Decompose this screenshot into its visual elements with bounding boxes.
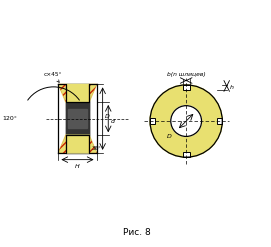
Text: b(n шлицев): b(n шлицев) xyxy=(167,72,205,77)
Text: $D$: $D$ xyxy=(104,112,111,120)
Bar xyxy=(217,118,222,124)
Bar xyxy=(183,152,190,157)
Bar xyxy=(183,85,190,90)
Polygon shape xyxy=(59,135,96,153)
Polygon shape xyxy=(59,84,66,102)
Text: Рис. 8: Рис. 8 xyxy=(123,228,151,237)
Bar xyxy=(66,102,89,135)
Bar xyxy=(150,118,155,124)
Text: c×45°: c×45° xyxy=(44,72,62,82)
Bar xyxy=(66,99,89,110)
Text: $h$: $h$ xyxy=(229,83,235,91)
Circle shape xyxy=(171,106,202,136)
Polygon shape xyxy=(89,84,96,102)
Polygon shape xyxy=(59,84,96,102)
Text: $H$: $H$ xyxy=(74,162,81,170)
Bar xyxy=(66,139,89,153)
Bar xyxy=(67,109,88,128)
Bar xyxy=(183,152,190,157)
Bar xyxy=(66,127,89,139)
Circle shape xyxy=(150,85,222,157)
Text: 30°: 30° xyxy=(91,146,101,151)
Text: $d$: $d$ xyxy=(110,117,116,125)
Bar xyxy=(66,84,89,99)
Bar xyxy=(150,118,155,124)
Text: 120°: 120° xyxy=(2,116,17,121)
Bar xyxy=(183,85,190,90)
Bar xyxy=(66,110,89,127)
Polygon shape xyxy=(89,135,96,153)
Text: $D$: $D$ xyxy=(166,131,173,140)
Polygon shape xyxy=(59,135,66,153)
Bar xyxy=(217,118,222,124)
Bar xyxy=(66,84,89,153)
